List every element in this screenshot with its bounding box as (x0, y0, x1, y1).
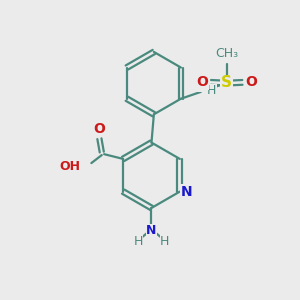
Text: N: N (146, 224, 157, 237)
Text: OH: OH (59, 160, 80, 173)
Text: N: N (196, 77, 208, 91)
Text: CH₃: CH₃ (215, 47, 238, 60)
Text: O: O (93, 122, 105, 136)
Text: O: O (196, 75, 208, 89)
Text: H: H (206, 84, 216, 97)
Text: O: O (245, 75, 257, 89)
Text: H: H (134, 235, 143, 248)
Text: H: H (160, 235, 170, 248)
Text: N: N (181, 184, 192, 199)
Text: S: S (221, 76, 232, 91)
